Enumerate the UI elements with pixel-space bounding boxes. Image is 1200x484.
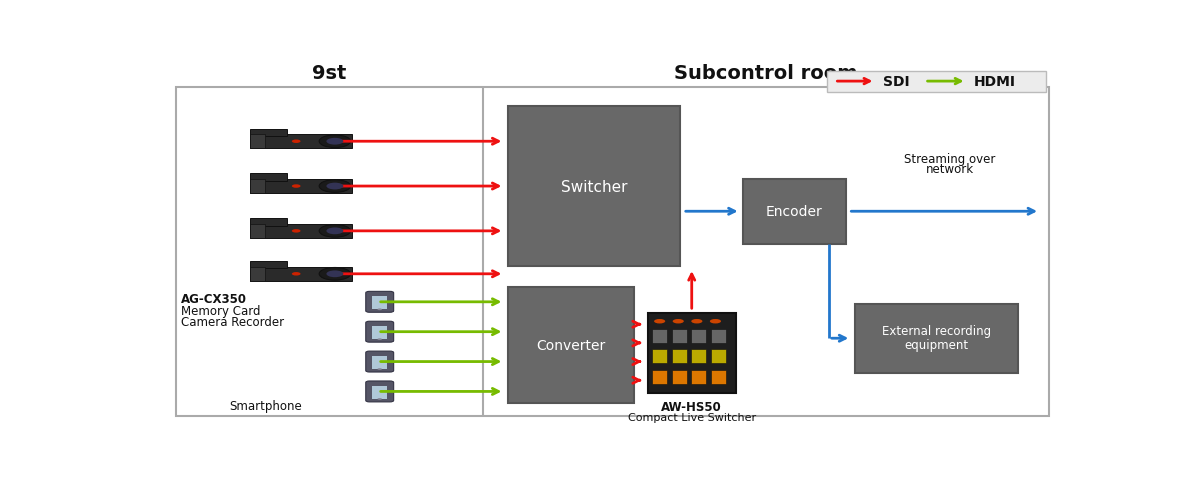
Circle shape (292, 140, 300, 144)
Circle shape (319, 268, 350, 281)
FancyBboxPatch shape (251, 225, 265, 238)
FancyBboxPatch shape (672, 329, 686, 343)
Circle shape (378, 309, 382, 311)
Text: SDI: SDI (883, 75, 910, 89)
FancyBboxPatch shape (372, 386, 388, 399)
FancyBboxPatch shape (251, 268, 265, 281)
Text: network: network (925, 163, 974, 176)
FancyBboxPatch shape (710, 370, 726, 384)
Text: Encoder: Encoder (766, 205, 823, 219)
Circle shape (319, 225, 350, 238)
Circle shape (326, 138, 343, 145)
FancyBboxPatch shape (508, 106, 680, 267)
Circle shape (378, 368, 382, 370)
FancyBboxPatch shape (366, 321, 394, 343)
FancyBboxPatch shape (251, 129, 287, 136)
Text: HDMI: HDMI (974, 75, 1016, 89)
FancyBboxPatch shape (251, 135, 352, 149)
FancyBboxPatch shape (251, 262, 287, 269)
Circle shape (319, 181, 350, 193)
FancyBboxPatch shape (653, 329, 667, 343)
FancyBboxPatch shape (251, 219, 287, 226)
Text: AG-CX350: AG-CX350 (181, 292, 247, 305)
Circle shape (319, 136, 350, 148)
Circle shape (378, 398, 382, 400)
Circle shape (292, 229, 300, 233)
Text: Memory Card: Memory Card (181, 304, 260, 317)
Circle shape (326, 271, 343, 278)
Text: Switcher: Switcher (560, 179, 628, 194)
FancyBboxPatch shape (672, 370, 686, 384)
FancyBboxPatch shape (672, 349, 686, 363)
Text: Subcontrol room: Subcontrol room (674, 63, 858, 82)
FancyBboxPatch shape (653, 370, 667, 384)
FancyBboxPatch shape (366, 351, 394, 372)
Text: External recording: External recording (882, 325, 991, 337)
Text: Converter: Converter (536, 338, 606, 352)
FancyBboxPatch shape (251, 135, 265, 149)
Text: AW-HS50: AW-HS50 (661, 400, 722, 413)
Text: Camera Recorder: Camera Recorder (181, 316, 284, 329)
Circle shape (673, 319, 684, 324)
FancyBboxPatch shape (508, 287, 634, 403)
Text: Smartphone: Smartphone (229, 399, 302, 412)
FancyBboxPatch shape (653, 349, 667, 363)
Circle shape (710, 319, 721, 324)
FancyBboxPatch shape (691, 370, 706, 384)
FancyBboxPatch shape (372, 326, 388, 339)
FancyBboxPatch shape (827, 72, 1045, 92)
Text: 9st: 9st (312, 63, 347, 82)
Circle shape (378, 339, 382, 340)
Text: Compact Live Switcher: Compact Live Switcher (628, 412, 756, 422)
Circle shape (326, 228, 343, 235)
Circle shape (292, 272, 300, 276)
Circle shape (326, 183, 343, 190)
FancyBboxPatch shape (372, 356, 388, 369)
FancyBboxPatch shape (251, 180, 352, 194)
Circle shape (654, 319, 665, 324)
Circle shape (691, 319, 702, 324)
FancyBboxPatch shape (176, 88, 1049, 416)
FancyBboxPatch shape (366, 292, 394, 313)
FancyBboxPatch shape (251, 225, 352, 238)
FancyBboxPatch shape (372, 297, 388, 309)
FancyBboxPatch shape (854, 304, 1018, 373)
FancyBboxPatch shape (251, 180, 265, 194)
FancyBboxPatch shape (710, 329, 726, 343)
FancyBboxPatch shape (366, 381, 394, 402)
FancyBboxPatch shape (710, 349, 726, 363)
FancyBboxPatch shape (691, 349, 706, 363)
FancyBboxPatch shape (691, 329, 706, 343)
Text: Streaming over: Streaming over (904, 152, 996, 165)
FancyBboxPatch shape (743, 179, 846, 244)
Circle shape (292, 185, 300, 188)
FancyBboxPatch shape (251, 268, 352, 281)
Text: equipment: equipment (905, 338, 968, 351)
FancyBboxPatch shape (648, 313, 736, 393)
FancyBboxPatch shape (251, 174, 287, 182)
